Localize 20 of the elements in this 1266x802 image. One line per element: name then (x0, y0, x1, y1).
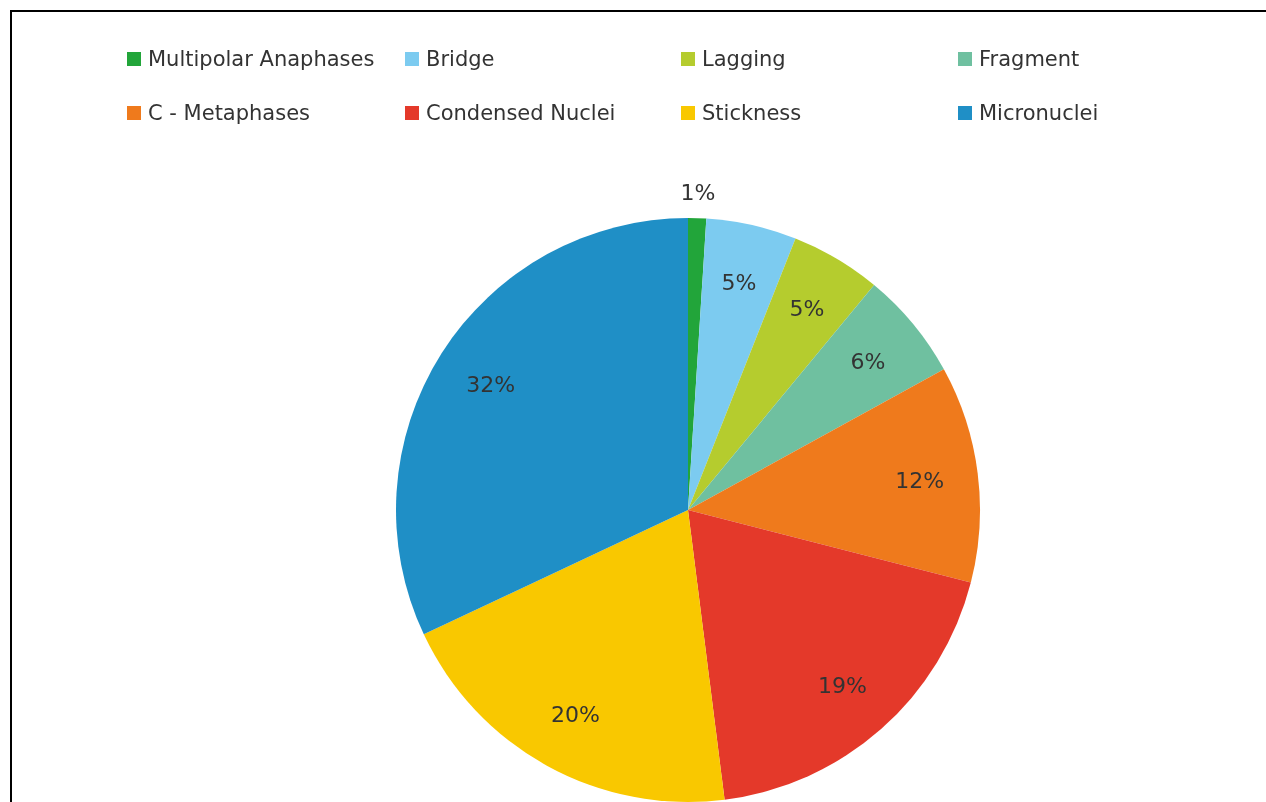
legend-label: C - Metaphases (148, 101, 311, 125)
data-label: 1% (680, 179, 716, 205)
data-label: 32% (466, 372, 516, 398)
data-label: 5% (721, 269, 757, 295)
legend-label: Multipolar Anaphases (148, 47, 375, 71)
pie-slice (396, 218, 688, 635)
data-label: 19% (818, 672, 867, 698)
pie-slice (688, 510, 971, 800)
pie-slice (423, 510, 725, 802)
legend-label: Bridge (426, 47, 495, 71)
pie-slice (688, 369, 980, 583)
data-label: 12% (895, 468, 945, 494)
data-label: 20% (551, 702, 600, 728)
legend-label: Stickness (702, 101, 802, 125)
legend-label: Fragment (979, 47, 1080, 71)
legend-label: Micronuclei (979, 101, 1099, 125)
data-label: 6% (850, 348, 886, 374)
data-label: 5% (789, 296, 825, 322)
legend-label: Condensed Nuclei (426, 101, 616, 125)
legend-label: Lagging (702, 47, 786, 71)
